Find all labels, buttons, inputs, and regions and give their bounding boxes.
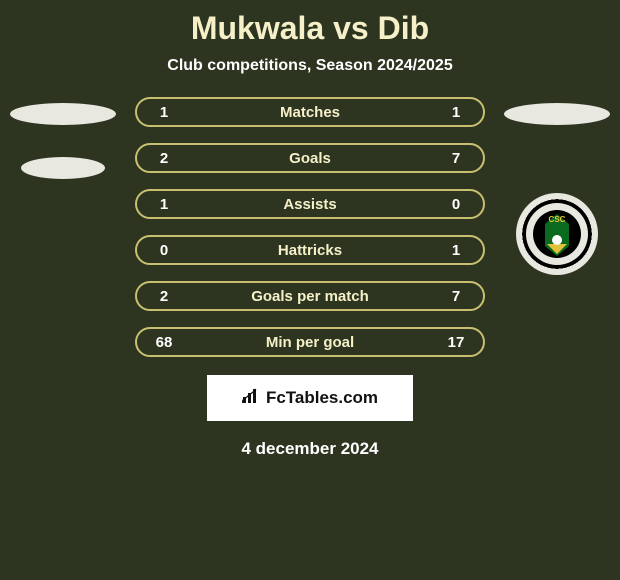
stat-right-value: 7 [443,288,469,305]
footer-text: FcTables.com [266,388,378,408]
left-club-placeholder-2 [21,157,105,179]
csc-crest-svg: CSC [525,202,589,266]
stat-left-value: 2 [151,288,177,305]
player1-name: Mukwala [191,10,324,46]
left-badges-column [10,87,116,195]
stat-left-value: 2 [151,150,177,167]
stat-right-value: 1 [443,104,469,121]
player2-name: Dib [378,10,430,46]
stat-row: 2 Goals per match 7 [135,281,485,311]
stat-row: 2 Goals 7 [135,143,485,173]
stat-label: Assists [283,196,336,213]
vs-text: vs [333,10,369,46]
csc-crest-icon: CSC [516,193,598,275]
stat-left-value: 1 [151,104,177,121]
stat-label: Goals [289,150,331,167]
fctables-link[interactable]: FcTables.com [207,375,413,421]
bar-chart-icon [242,388,260,409]
comparison-title: Mukwala vs Dib [191,10,429,47]
stats-rows: 1 Matches 1 2 Goals 7 1 Assists 0 0 Hatt… [135,97,485,357]
right-badges-column: CSC [504,87,610,275]
date-text: 4 december 2024 [241,439,378,459]
stat-label: Hattricks [278,242,342,259]
left-club-placeholder-1 [10,103,116,125]
stat-label: Min per goal [266,334,354,351]
stat-right-value: 1 [443,242,469,259]
right-club-placeholder-1 [504,103,610,125]
subtitle-text: Club competitions, Season 2024/2025 [167,57,452,75]
stat-right-value: 7 [443,150,469,167]
stat-row: 1 Assists 0 [135,189,485,219]
stat-row: 1 Matches 1 [135,97,485,127]
svg-text:CSC: CSC [549,215,566,224]
stat-label: Matches [280,104,340,121]
stats-area: CSC 1 Matches 1 2 Goals 7 1 Assists 0 0 … [0,97,620,357]
stat-right-value: 17 [443,334,469,351]
stat-left-value: 68 [151,334,177,351]
stat-row: 68 Min per goal 17 [135,327,485,357]
stat-left-value: 1 [151,196,177,213]
stat-right-value: 0 [443,196,469,213]
stat-label: Goals per match [251,288,369,305]
stat-left-value: 0 [151,242,177,259]
stat-row: 0 Hattricks 1 [135,235,485,265]
